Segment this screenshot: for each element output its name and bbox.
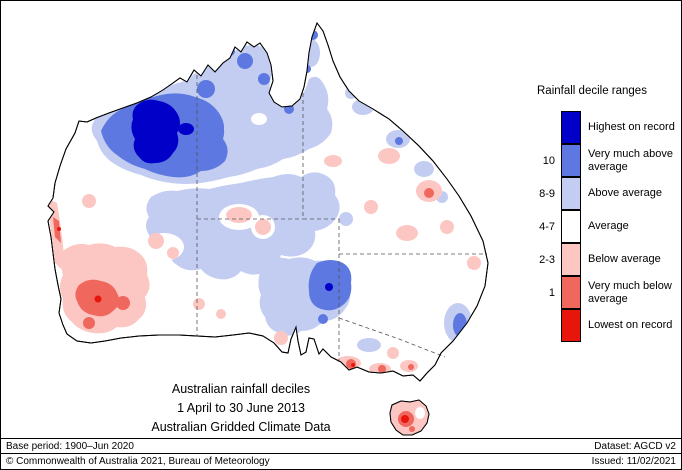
base-period-text: Base period: 1900–Jun 2020 (6, 440, 134, 452)
legend-row-below-average: 2-3 Below average (537, 243, 681, 276)
legend-entry-label: Very much below average (588, 279, 672, 305)
footer-row-copyright: © Commonwealth of Australia 2021, Bureau… (1, 453, 681, 469)
legend-swatch-very-much-below-average (561, 276, 581, 309)
legend-range-label: 2-3 (539, 253, 555, 266)
legend-row-lowest-on-record: Lowest on record (537, 309, 681, 342)
caption-period: 1 April to 30 June 2013 (177, 401, 305, 415)
map-caption: Australian rainfall deciles 1 April to 3… (86, 380, 396, 437)
legend: Rainfall decile ranges Highest on record… (537, 85, 681, 342)
issued-text: Issued: 11/02/2021 (591, 456, 676, 467)
legend-swatch-below-average (561, 243, 581, 276)
legend-swatch-average (561, 210, 581, 243)
legend-row-average: 4-7 Average (537, 210, 681, 243)
legend-swatch-above-average (561, 177, 581, 210)
legend-swatch-very-much-above-average (561, 144, 581, 177)
legend-row-very-much-below-average: 1 Very much below average (537, 276, 681, 309)
legend-range-label: 10 (542, 154, 555, 167)
tasmania-coastline (389, 399, 430, 436)
caption-dataset-name: Australian Gridded Climate Data (151, 420, 331, 434)
mainland-coastline (47, 21, 489, 382)
legend-row-highest-on-record: Highest on record (537, 111, 681, 144)
regions-highest-on-record (131, 99, 333, 291)
regions-lowest-on-record (57, 227, 409, 423)
legend-row-above-average: 8-9 Above average (537, 177, 681, 210)
legend-range-label: 1 (548, 286, 555, 299)
regions-average-tasmania (415, 407, 425, 419)
legend-entry-label: Above average (588, 187, 662, 199)
legend-range-label: 8-9 (539, 187, 555, 200)
map-area: Rainfall decile ranges Highest on record… (1, 1, 681, 438)
caption-title: Australian rainfall deciles (171, 382, 311, 396)
legend-entry-label: Average (588, 220, 629, 232)
copyright-text: © Commonwealth of Australia 2021, Bureau… (6, 456, 270, 467)
decile-regions (49, 30, 481, 435)
legend-entry-label: Below average (588, 253, 661, 265)
australia-rainfall-decile-map (47, 21, 489, 436)
state-borders (196, 75, 487, 362)
legend-swatch-lowest-on-record (561, 309, 581, 342)
legend-entry-label: Very much above average (588, 147, 673, 173)
legend-entry-label: Highest on record (588, 121, 675, 133)
dataset-text: Dataset: AGCD v2 (594, 440, 676, 452)
legend-entry-label: Lowest on record (588, 319, 673, 331)
legend-swatch-highest-on-record (561, 111, 581, 144)
legend-row-very-much-above-average: 10 Very much above average (537, 144, 681, 177)
legend-title: Rainfall decile ranges (537, 85, 647, 97)
legend-range-label: 4-7 (539, 220, 555, 233)
footer-row-dataset: Base period: 1900–Jun 2020 Dataset: AGCD… (1, 438, 681, 453)
